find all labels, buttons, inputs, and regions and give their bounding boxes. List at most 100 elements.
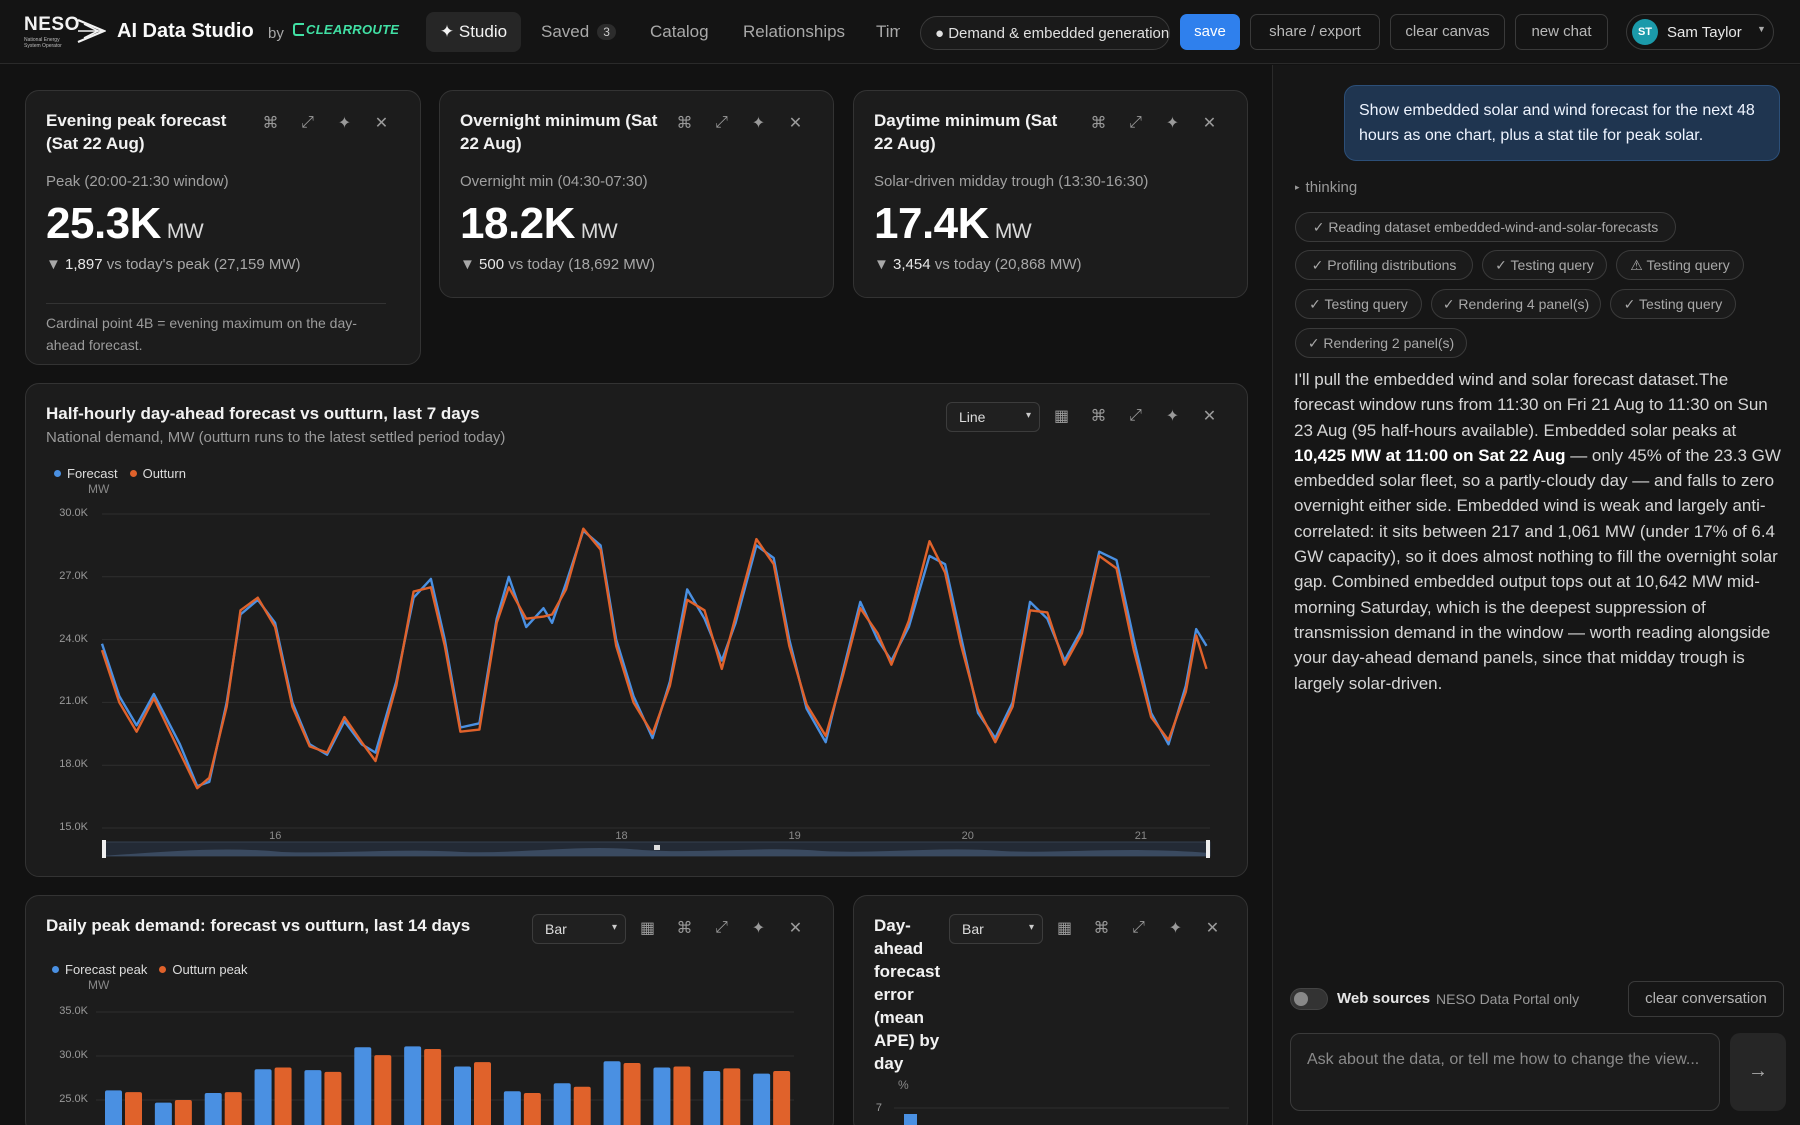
nav-saved[interactable]: Saved 3 [541,12,616,52]
table-view-icon[interactable]: ▦ [1053,408,1070,425]
zoom-slider[interactable] [102,838,1212,858]
series-line-outturn [100,527,1208,790]
bar-outturn [274,1067,292,1125]
chart-legend: Forecast Outturn [54,466,186,481]
bar-forecast [703,1070,721,1125]
x-tick-label: 19 [788,830,801,842]
close-icon[interactable]: ✕ [1202,408,1217,425]
line-chart-svg [100,513,1210,829]
sparkle-icon[interactable]: ✦ [337,115,352,132]
sparkle-icon[interactable]: ✦ [751,115,766,132]
close-icon[interactable]: ✕ [1205,920,1220,937]
nav-studio[interactable]: ✦ Studio [426,12,521,52]
neso-logo[interactable]: NESO National Energy System Operator [24,14,106,50]
dataset-selector[interactable]: ● Demand & embedded generation [920,16,1170,50]
share-export-button[interactable]: share / export [1250,14,1380,50]
chart-type-select[interactable]: Bar ▾ [949,914,1043,944]
sparkle-icon[interactable]: ✦ [751,920,766,937]
app-title: AI Data Studio [117,20,254,42]
stat-subtitle: Peak (20:00-21:30 window) [46,173,229,190]
command-icon[interactable]: ⌘ [676,115,693,132]
line-chart-card: Half-hourly day-ahead forecast vs outtur… [25,383,1248,877]
stat-note: Cardinal point 4B = evening maximum on t… [46,303,386,356]
chart-type-select[interactable]: Bar ▾ [532,914,626,944]
expand-icon[interactable]: ⤢ [715,114,728,131]
close-icon[interactable]: ✕ [788,115,803,132]
clearroute-logo: CLEARROUTE [293,22,399,37]
command-icon[interactable]: ⌘ [1090,115,1107,132]
clear-conversation-button[interactable]: clear conversation [1628,981,1784,1017]
y-tick-label: 21.0K [59,695,88,708]
zoom-grip-icon[interactable] [654,845,660,850]
bar-outturn [673,1066,691,1125]
bar-forecast [254,1069,272,1125]
stat-value: 25.3K MW [46,199,204,248]
legend-item-outturn[interactable]: Outturn [129,466,186,481]
send-button[interactable]: → [1730,1033,1786,1111]
bar-forecast [603,1061,621,1125]
zoom-handle-left[interactable] [102,840,106,858]
bar-outturn [773,1070,791,1125]
toggle-knob [1294,992,1308,1006]
command-icon[interactable]: ⌘ [1090,408,1107,425]
nav-relationships[interactable]: Relationships [743,22,846,41]
bar-forecast [354,1047,372,1125]
card-title: Evening peak forecast (Sat 22 Aug) [46,111,227,153]
expand-icon[interactable]: ⤢ [1129,407,1142,424]
logo-subtitle: National Energy System Operator [24,37,62,49]
bar-outturn [523,1092,541,1125]
close-icon[interactable]: ✕ [1202,115,1217,132]
expand-icon[interactable]: ⤢ [301,114,314,131]
sparkle-icon[interactable]: ✦ [1165,408,1180,425]
chart-title: Half-hourly day-ahead forecast vs outtur… [46,404,480,423]
bar-forecast [753,1073,771,1125]
zoom-handle-right[interactable] [1206,840,1210,858]
legend-item-forecast[interactable]: Forecast [54,466,118,481]
web-sources-toggle[interactable] [1290,988,1328,1010]
bar-outturn [324,1071,342,1125]
stat-delta: ▼ 500 vs today (18,692 MW) [460,256,655,273]
chat-input[interactable]: Ask about the data, or tell me how to ch… [1290,1033,1720,1111]
y-tick-label: 15.0K [59,821,88,833]
close-icon[interactable]: ✕ [788,920,803,937]
clear-canvas-button[interactable]: clear canvas [1390,14,1505,50]
expand-icon[interactable]: ⤢ [715,919,728,936]
step-chip: ✓ Profiling distributions [1295,250,1473,280]
by-label: by [268,25,284,42]
thinking-toggle[interactable]: ▸ thinking [1295,179,1358,196]
new-chat-button[interactable]: new chat [1515,14,1608,50]
user-menu[interactable]: ST Sam Taylor ▼ [1626,14,1774,50]
stat-subtitle: Solar-driven midday trough (13:30-16:30) [874,173,1149,190]
sparkle-icon[interactable]: ✦ [1165,115,1180,132]
command-icon[interactable]: ⌘ [1093,920,1110,937]
bar-outturn [174,1100,192,1125]
stat-card-daytime-min: Daytime minimum (Sat 22 Aug) ⌘ ⤢ ✦ ✕ Sol… [853,90,1248,298]
nav-catalog[interactable]: Catalog [650,22,709,41]
step-chip: ✓ Testing query [1482,250,1607,280]
command-icon[interactable]: ⌘ [676,920,693,937]
command-icon[interactable]: ⌘ [262,115,279,132]
bar-forecast [154,1102,172,1125]
chevron-down-icon: ▾ [1025,410,1031,421]
expand-icon[interactable]: ⤢ [1129,114,1142,131]
nav-timeline[interactable]: Tim [876,22,900,41]
bar-forecast [204,1092,222,1125]
chart-subtitle: National demand, MW (outturn runs to the… [46,429,506,446]
sparkle-icon[interactable]: ✦ [1168,920,1183,937]
stat-value: 18.2K MW [460,199,618,248]
expand-icon[interactable]: ⤢ [1132,919,1145,936]
legend-item-forecast-peak[interactable]: Forecast peak [52,962,147,977]
bar-chart-card: Daily peak demand: forecast vs outturn, … [25,895,834,1125]
x-tick-label: 16 [269,830,282,842]
chart-type-select[interactable]: Line ▾ [946,402,1040,432]
y-axis-unit: % [898,1078,909,1092]
table-view-icon[interactable]: ▦ [1056,920,1073,937]
save-button[interactable]: save [1180,14,1240,50]
chart-legend: Forecast peak Outturn peak [52,962,248,977]
saved-count-badge: 3 [597,24,616,40]
y-tick-label: 27.0K [59,569,88,582]
bar-forecast [304,1070,322,1125]
legend-item-outturn-peak[interactable]: Outturn peak [159,962,248,977]
close-icon[interactable]: ✕ [374,115,389,132]
table-view-icon[interactable]: ▦ [639,920,656,937]
